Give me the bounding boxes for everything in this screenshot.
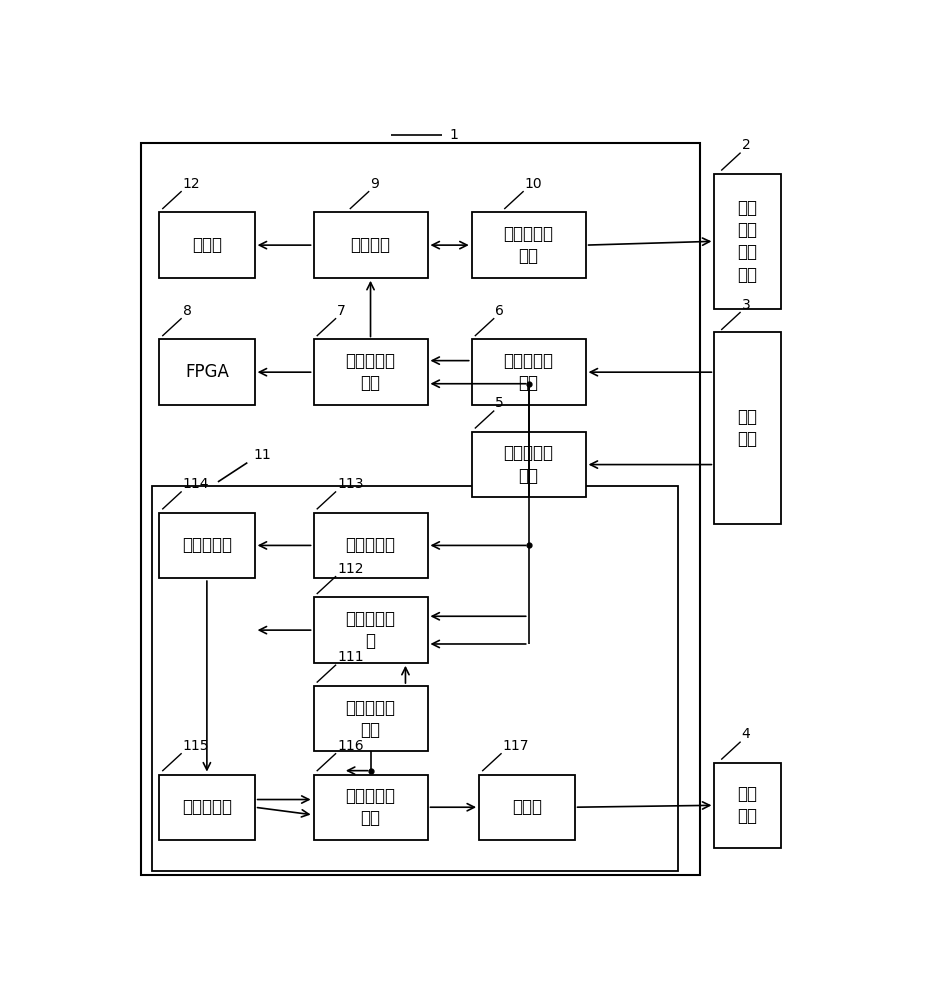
Text: 115: 115 bbox=[182, 739, 209, 753]
Bar bbox=[472, 432, 586, 497]
Text: 数字移相器: 数字移相器 bbox=[182, 536, 232, 554]
Bar bbox=[313, 513, 427, 578]
Text: 多路数模转
换器: 多路数模转 换器 bbox=[504, 225, 553, 265]
Text: 波形差值放
大器: 波形差值放 大器 bbox=[345, 787, 396, 827]
Bar bbox=[313, 686, 427, 751]
Text: 10: 10 bbox=[525, 177, 542, 191]
Text: 2: 2 bbox=[741, 138, 751, 152]
Bar bbox=[152, 486, 678, 871]
Text: 模数转换器: 模数转换器 bbox=[345, 536, 396, 554]
Bar bbox=[715, 332, 780, 524]
Text: 微控制器: 微控制器 bbox=[350, 236, 391, 254]
Bar bbox=[313, 597, 427, 663]
Bar bbox=[479, 774, 574, 840]
Text: 正弦信号发
生器: 正弦信号发 生器 bbox=[345, 699, 396, 739]
Text: 114: 114 bbox=[182, 477, 209, 491]
Text: FPGA: FPGA bbox=[185, 363, 229, 381]
Text: 8: 8 bbox=[182, 304, 192, 318]
Text: 初级电流放
大器: 初级电流放 大器 bbox=[504, 352, 553, 392]
Text: 9: 9 bbox=[370, 177, 379, 191]
Bar bbox=[159, 774, 254, 840]
Bar bbox=[159, 513, 254, 578]
Text: 111: 111 bbox=[337, 650, 363, 664]
Bar bbox=[472, 339, 586, 405]
Text: 1: 1 bbox=[450, 128, 458, 142]
Text: 相位测量模
块: 相位测量模 块 bbox=[345, 610, 396, 650]
Text: 7: 7 bbox=[337, 304, 345, 318]
Bar bbox=[159, 212, 254, 278]
Text: 多路模数转
换器: 多路模数转 换器 bbox=[345, 352, 396, 392]
Bar bbox=[715, 174, 780, 309]
Text: 116: 116 bbox=[337, 739, 363, 753]
Text: 数模转换器: 数模转换器 bbox=[182, 798, 232, 816]
Text: 测量
线框: 测量 线框 bbox=[737, 408, 757, 448]
Bar bbox=[313, 212, 427, 278]
Bar bbox=[313, 339, 427, 405]
Text: 功放
单元: 功放 单元 bbox=[737, 785, 757, 825]
Text: 加法器: 加法器 bbox=[512, 798, 542, 816]
Text: 6: 6 bbox=[495, 304, 504, 318]
Bar bbox=[140, 143, 699, 875]
Text: 5: 5 bbox=[495, 396, 504, 410]
Text: 次级电压放
大器: 次级电压放 大器 bbox=[504, 444, 553, 485]
Bar bbox=[715, 763, 780, 848]
Text: 11: 11 bbox=[253, 448, 271, 462]
Text: 12: 12 bbox=[182, 177, 200, 191]
Bar bbox=[472, 212, 586, 278]
Text: 信号
同步
控制
单元: 信号 同步 控制 单元 bbox=[737, 199, 757, 284]
Text: 113: 113 bbox=[337, 477, 363, 491]
Bar bbox=[313, 774, 427, 840]
Text: 显示屏: 显示屏 bbox=[192, 236, 222, 254]
Text: 3: 3 bbox=[741, 298, 751, 312]
Text: 117: 117 bbox=[503, 739, 529, 753]
Text: 4: 4 bbox=[741, 727, 751, 741]
Bar bbox=[159, 339, 254, 405]
Text: 112: 112 bbox=[337, 562, 363, 576]
